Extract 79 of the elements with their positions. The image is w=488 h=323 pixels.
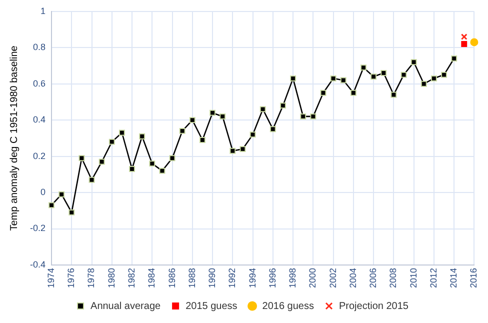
point xyxy=(270,126,276,132)
point xyxy=(420,80,427,87)
x-tick-label: 1976 xyxy=(66,268,76,288)
legend-label: Annual average xyxy=(90,300,162,312)
point xyxy=(159,168,166,174)
x-tick-label: 1996 xyxy=(267,268,278,288)
point xyxy=(350,90,356,96)
x-tick-label: 2010 xyxy=(408,268,418,288)
point xyxy=(370,74,377,80)
x-tick-label: 1978 xyxy=(86,268,96,288)
point xyxy=(169,155,176,162)
point xyxy=(250,132,256,138)
point xyxy=(380,70,387,76)
point xyxy=(189,117,196,124)
x-tick-label: 2002 xyxy=(328,268,338,288)
point xyxy=(330,75,336,82)
legend-label: 2016 guess xyxy=(262,300,314,312)
x-tick-label: 1980 xyxy=(106,268,116,288)
x-tick-label: 2012 xyxy=(428,268,438,288)
point xyxy=(290,75,296,82)
point xyxy=(108,138,115,145)
y-axis-title: Temp anomaly deg C 1951-1980 baseline xyxy=(8,45,20,231)
y-tick-label: 0.6 xyxy=(32,78,46,88)
point xyxy=(280,102,286,109)
point xyxy=(390,92,397,98)
point xyxy=(470,38,478,46)
point xyxy=(220,113,226,120)
y-tick-label: -0.2 xyxy=(30,223,46,234)
x-tick-label: 1988 xyxy=(186,268,197,288)
legend-label: Projection 2015 xyxy=(338,300,409,312)
y-tick-label: 0 xyxy=(40,187,46,198)
x-tick-label: 2004 xyxy=(348,268,358,288)
x-tick-label: 1990 xyxy=(207,268,218,288)
x-tick-label: 2000 xyxy=(308,268,318,288)
legend-label: 2015 guess xyxy=(186,300,238,312)
point xyxy=(78,155,85,162)
point xyxy=(149,160,156,167)
x-tick-label: 2016 xyxy=(468,268,479,288)
y-tick-label: 0.8 xyxy=(32,42,46,52)
point xyxy=(320,90,326,96)
point xyxy=(68,209,75,216)
point xyxy=(340,77,346,84)
point xyxy=(98,158,105,165)
point xyxy=(400,72,407,78)
x-tick-label: 1994 xyxy=(247,268,258,288)
y-tick-label: -0.4 xyxy=(30,259,46,270)
point xyxy=(210,110,216,116)
x-tick-label: 2014 xyxy=(448,268,459,288)
point xyxy=(129,166,135,172)
x-tick-label: 1982 xyxy=(126,268,137,288)
point xyxy=(199,137,206,143)
x-tick-label: 1986 xyxy=(166,268,177,288)
point xyxy=(451,56,458,62)
y-tick-label: 0.2 xyxy=(32,150,46,161)
point xyxy=(260,106,266,112)
point xyxy=(430,75,437,82)
x-tick-label: 1992 xyxy=(227,268,238,288)
x-tick-label: 2008 xyxy=(388,268,398,288)
point xyxy=(461,41,468,47)
point xyxy=(230,148,236,154)
point xyxy=(240,146,246,152)
point xyxy=(118,130,125,136)
point xyxy=(441,72,447,78)
y-tick-label: 1 xyxy=(40,6,46,16)
point xyxy=(310,113,316,120)
point xyxy=(460,34,468,40)
y-tick-label: 0.4 xyxy=(32,114,46,125)
x-tick-label: 1984 xyxy=(146,268,157,288)
point xyxy=(139,133,146,140)
x-tick-label: 1998 xyxy=(288,268,298,288)
point xyxy=(300,113,306,120)
point xyxy=(58,191,65,198)
point xyxy=(360,64,366,71)
point xyxy=(410,59,417,66)
x-tick-label: 1974 xyxy=(46,268,56,288)
x-tick-label: 2006 xyxy=(368,268,378,288)
point xyxy=(48,202,54,208)
point xyxy=(88,176,95,183)
point xyxy=(179,128,186,134)
